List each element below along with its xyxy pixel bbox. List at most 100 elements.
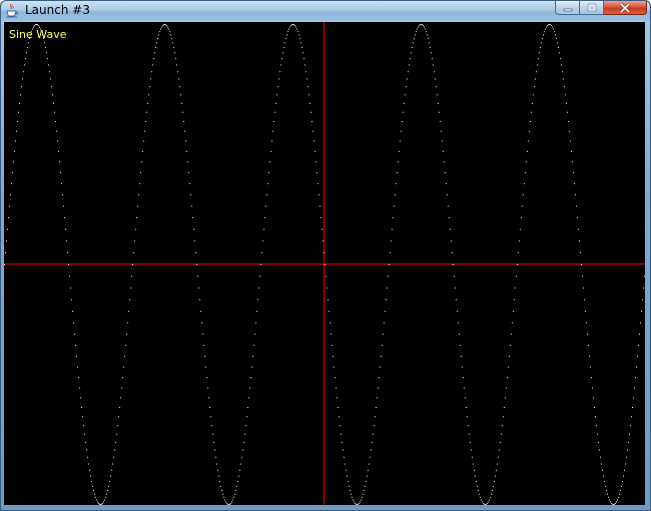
sine-point [332, 355, 334, 357]
sine-point [76, 355, 78, 357]
sine-point [198, 287, 200, 289]
sine-point [282, 52, 284, 54]
sine-point [107, 489, 109, 491]
sine-point [37, 24, 39, 26]
sine-point [271, 140, 273, 142]
sine-point [460, 355, 462, 357]
sine-point [72, 310, 74, 312]
sine-curve [4, 24, 645, 505]
sine-point [559, 58, 561, 60]
sine-point [197, 275, 199, 277]
sine-point [635, 366, 637, 368]
sine-point [568, 130, 570, 132]
sine-point [592, 397, 594, 399]
sine-point [434, 78, 436, 80]
sine-point [155, 47, 157, 49]
sine-point [375, 406, 377, 408]
sine-point [494, 475, 496, 477]
sine-point [432, 64, 434, 66]
sine-point [51, 86, 53, 88]
sine-point [359, 501, 361, 503]
sine-point [14, 150, 16, 152]
sine-point [245, 425, 247, 427]
sine-point [541, 38, 543, 40]
minimize-button[interactable] [555, 1, 580, 15]
sine-point [239, 469, 241, 471]
sine-point [515, 275, 517, 277]
sine-point [126, 333, 128, 335]
sine-point [628, 433, 630, 435]
sine-point [292, 24, 294, 25]
sine-point [134, 240, 136, 242]
close-button[interactable] [604, 1, 647, 15]
sine-point [599, 456, 601, 458]
sine-point [593, 406, 595, 408]
sine-point [125, 344, 127, 346]
sine-point [589, 366, 591, 368]
maximize-button[interactable] [580, 1, 604, 15]
sine-point [428, 42, 430, 44]
sine-point [585, 322, 587, 324]
sine-point [514, 287, 516, 289]
java-cup-icon[interactable] [5, 3, 19, 18]
sine-point [65, 228, 67, 230]
sine-point [601, 469, 603, 471]
sine-point [350, 493, 352, 495]
sine-point [246, 416, 248, 418]
sine-point [273, 121, 275, 123]
sine-point [25, 58, 27, 60]
sine-point [373, 425, 375, 427]
sine-point [96, 499, 98, 501]
sine-point [398, 150, 400, 152]
sine-point [344, 463, 346, 465]
sine-point [496, 463, 498, 465]
sine-point [542, 34, 544, 36]
sine-point [382, 333, 384, 335]
sine-point [644, 275, 645, 277]
sine-point [279, 71, 281, 73]
sine-point [603, 480, 605, 482]
sine-point [44, 42, 46, 44]
sine-point [463, 387, 465, 389]
sine-point [30, 34, 32, 36]
sine-point [204, 355, 206, 357]
sine-point [356, 504, 358, 505]
sine-point [281, 58, 283, 60]
sine-point [123, 366, 125, 368]
title-bar[interactable]: Launch #3 [1, 1, 650, 21]
sine-point [462, 377, 464, 379]
sine-point [569, 140, 571, 142]
sine-point [345, 469, 347, 471]
sine-point [284, 42, 286, 44]
sine-point [466, 416, 468, 418]
sine-point [7, 228, 8, 230]
sine-point [418, 25, 420, 27]
sine-point [564, 94, 566, 96]
sine-point [167, 26, 169, 28]
plot-label: Sine Wave [9, 28, 67, 41]
sine-point [431, 58, 433, 60]
sine-point [260, 264, 262, 265]
sine-point [112, 463, 114, 465]
sine-point [400, 130, 402, 132]
plot-canvas[interactable]: Sine Wave [4, 22, 645, 505]
sine-point [642, 299, 643, 301]
sine-point [171, 38, 173, 40]
sine-point [543, 31, 545, 33]
sine-point [183, 121, 185, 123]
sine-point [411, 47, 413, 49]
sine-point [349, 489, 351, 491]
sine-point [427, 38, 429, 40]
sine-point [147, 102, 149, 104]
sine-point [172, 42, 174, 44]
sine-point [536, 64, 538, 66]
sine-point [319, 205, 321, 207]
sine-point [479, 496, 481, 498]
sine-point [438, 111, 440, 113]
sine-point [188, 172, 190, 174]
sine-point [363, 489, 365, 491]
sine-point [484, 504, 486, 505]
sine-point [173, 47, 175, 49]
sine-point [566, 111, 568, 113]
sine-point [493, 480, 495, 482]
